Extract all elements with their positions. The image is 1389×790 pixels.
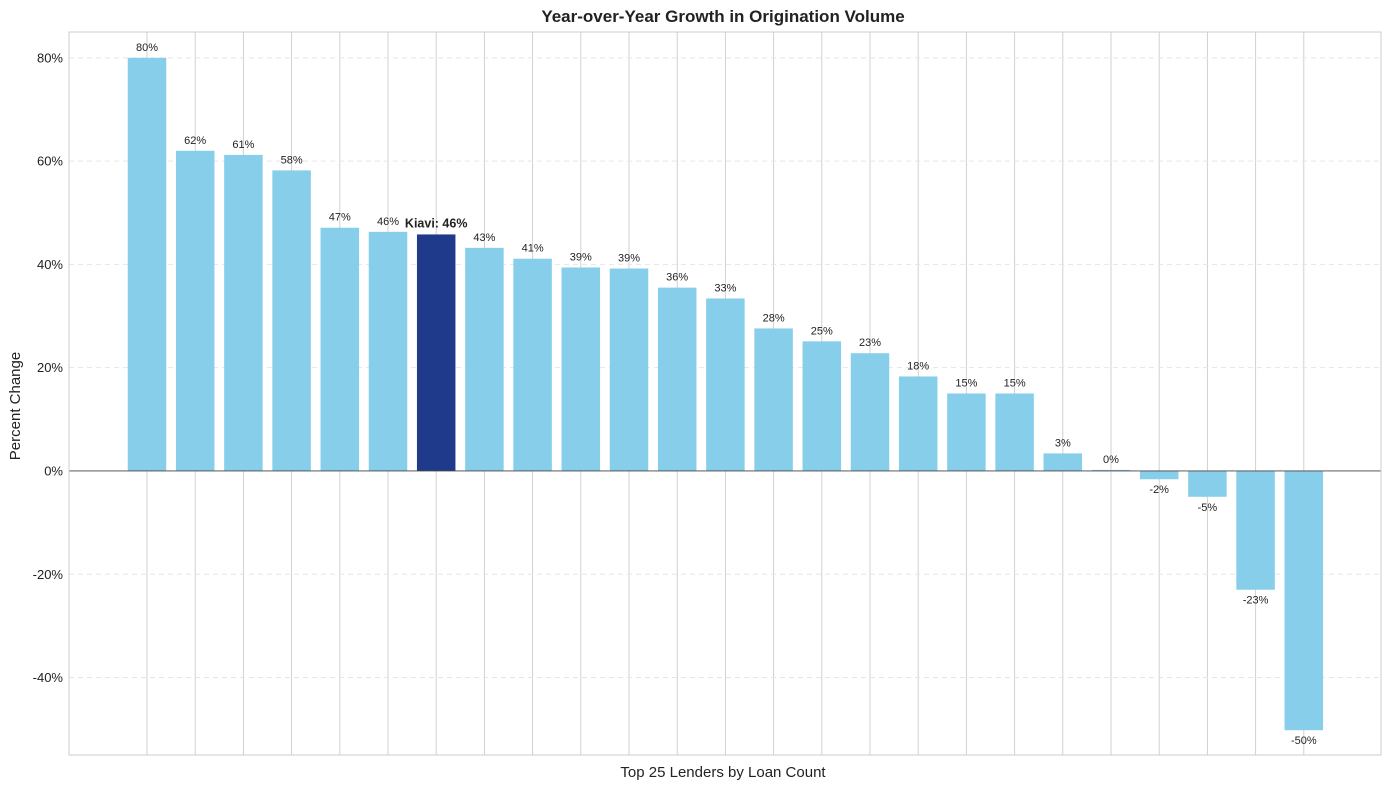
data-label: 43% (473, 232, 495, 244)
data-label: 28% (763, 312, 785, 324)
y-tick-label: 40% (37, 257, 63, 272)
data-label: 46% (377, 216, 399, 228)
bar (657, 287, 697, 471)
bar (898, 376, 938, 471)
bar (224, 154, 263, 471)
bar (368, 231, 408, 471)
data-label: 18% (907, 360, 929, 372)
bar (1043, 453, 1083, 471)
data-label: -5% (1198, 502, 1218, 514)
data-label-highlight: Kiavi: 46% (405, 216, 468, 230)
bar (1236, 470, 1275, 590)
data-label: 36% (666, 272, 688, 284)
bar (947, 393, 986, 471)
bar (320, 227, 360, 471)
bar (1284, 470, 1324, 731)
data-label: 47% (329, 212, 351, 224)
data-label: 3% (1055, 437, 1071, 449)
bars (127, 57, 1324, 731)
data-label: 33% (714, 282, 736, 294)
bar (995, 393, 1034, 471)
y-tick-label: -40% (33, 670, 64, 685)
bar (1091, 469, 1131, 471)
bar (127, 57, 167, 471)
data-label: 15% (1004, 378, 1026, 390)
data-label: 61% (232, 139, 254, 151)
bar (1139, 470, 1179, 480)
plot-frame (68, 31, 1382, 756)
data-label: 62% (184, 135, 206, 147)
data-label: -2% (1149, 484, 1169, 496)
data-label: 41% (522, 243, 544, 255)
y-tick-label: 60% (37, 154, 63, 169)
data-label: 39% (570, 251, 592, 263)
y-tick-label: 0% (44, 463, 63, 478)
data-label: 39% (618, 253, 640, 265)
bar (465, 247, 504, 471)
data-label: 80% (136, 42, 158, 54)
y-axis-ticks: -40% -20% 0% 20% 40% 60% 80% (33, 50, 64, 685)
bar (1188, 470, 1227, 497)
data-labels: 80% 62% 61% 58% 47% 46% Kiavi: 46% 43% 41% 39% 39%… (136, 42, 1317, 747)
bar (609, 268, 649, 471)
data-label: 0% (1103, 454, 1119, 466)
y-tick-label: 80% (37, 50, 63, 65)
bar (561, 267, 601, 471)
data-label: 58% (281, 154, 303, 166)
bar (754, 328, 793, 471)
bar (850, 353, 890, 471)
bar (802, 341, 842, 471)
bar (272, 170, 311, 471)
y-tick-label: -20% (33, 567, 64, 582)
bar (513, 258, 552, 471)
bar (706, 298, 745, 471)
bar-highlight (416, 234, 456, 471)
data-label: 15% (955, 378, 977, 390)
x-axis-label: Top 25 Lenders by Loan Count (620, 764, 826, 781)
y-tick-label: 20% (37, 360, 63, 375)
y-axis-label: Percent Change (7, 352, 24, 460)
chart-title: Year-over-Year Growth in Origination Vol… (541, 7, 904, 26)
data-label: -50% (1291, 735, 1317, 747)
data-label: 25% (811, 325, 833, 337)
bar (175, 150, 215, 471)
data-label: 23% (859, 337, 881, 349)
data-label: -23% (1243, 595, 1269, 607)
